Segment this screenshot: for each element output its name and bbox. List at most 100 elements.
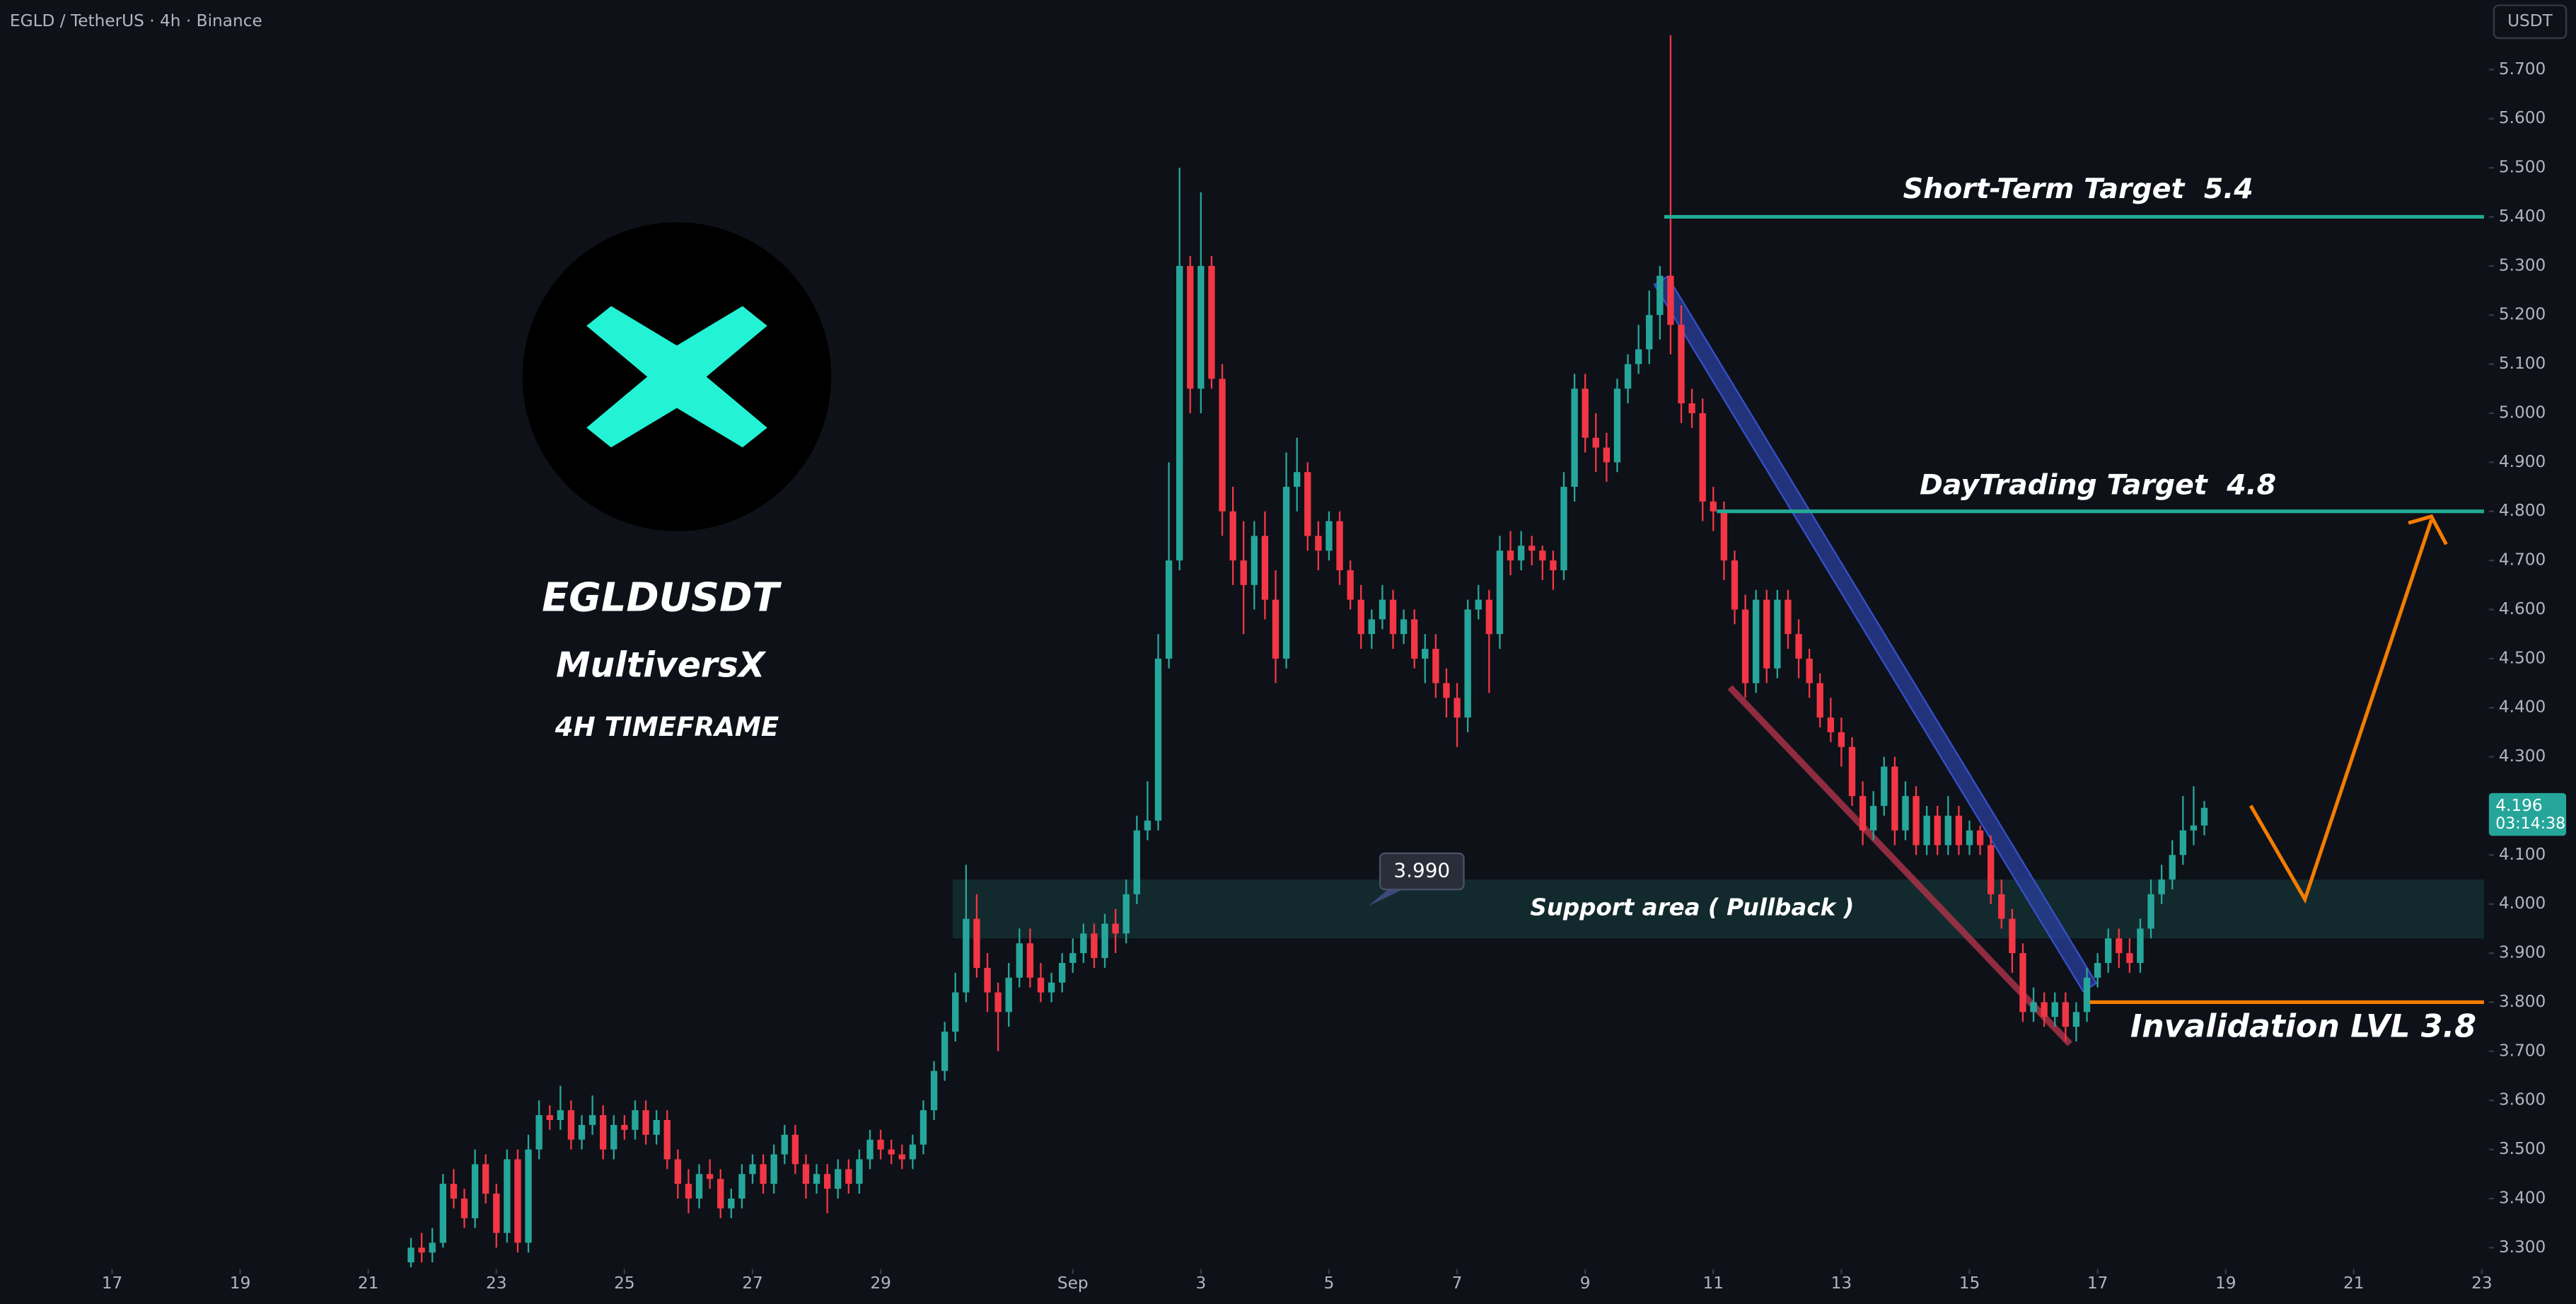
candle-body <box>471 1164 479 1218</box>
y-tick-label: 5.100 <box>2499 354 2546 373</box>
candle-body <box>493 1194 500 1233</box>
candle-body <box>1816 683 1823 718</box>
candle-body <box>1379 599 1386 620</box>
candle-body <box>663 1119 671 1160</box>
chart-title: EGLD / TetherUS · 4h · Binance <box>10 11 262 30</box>
y-tick-label: 5.700 <box>2499 59 2546 79</box>
candle-body <box>770 1154 777 1184</box>
candle-body <box>674 1159 682 1184</box>
candle-body <box>941 1032 948 1071</box>
y-tick-label: 3.900 <box>2499 943 2546 962</box>
callout-box <box>1379 852 1465 891</box>
candle-body <box>1411 619 1418 659</box>
x-tick-label: 19 <box>2215 1274 2236 1293</box>
candle-body <box>1571 388 1578 487</box>
y-tick-label: 4.900 <box>2499 452 2546 471</box>
candle-body <box>1763 599 1770 669</box>
price-tag <box>2488 792 2567 836</box>
y-tick-label: 3.800 <box>2499 992 2546 1011</box>
candle-body <box>1560 487 1567 570</box>
x-tick-label: 15 <box>1959 1274 1980 1293</box>
candle-body <box>610 1124 617 1150</box>
candle-body <box>1475 599 1482 610</box>
x-tick-label: 17 <box>2087 1274 2108 1293</box>
candle-body <box>567 1110 575 1140</box>
currency-button[interactable] <box>2493 4 2568 40</box>
candle-body <box>1613 388 1621 463</box>
candle-body <box>418 1247 425 1253</box>
candle-body <box>1966 830 1973 846</box>
candle-body <box>2158 879 2165 894</box>
candle-body <box>1795 634 1802 659</box>
candle-body <box>1272 599 1280 659</box>
candle-body <box>1869 805 1877 831</box>
candle-body <box>984 967 991 993</box>
candle-body <box>1934 815 1941 846</box>
candle-body <box>823 1174 831 1189</box>
candle-body <box>2200 807 2208 826</box>
candle-body <box>1741 609 1749 683</box>
candle-body <box>504 1159 511 1233</box>
zone-layer: Support area ( Pullback ) <box>953 879 2484 939</box>
candle-body <box>642 1110 649 1135</box>
y-tick-label: 5.300 <box>2499 255 2546 275</box>
candle-body <box>1507 550 1514 561</box>
candle-body <box>1197 265 1205 389</box>
x-tick-label: 11 <box>1703 1274 1724 1293</box>
candle-body <box>460 1198 468 1218</box>
axes: 3.300 3.400 3.500 3.600 3.700 3.800 3.900 4.000… <box>102 59 2567 1293</box>
candle-body <box>1165 560 1173 659</box>
candle-body <box>482 1164 489 1194</box>
price-tag-label: 4.196 <box>2495 796 2542 815</box>
candle-body <box>706 1174 714 1179</box>
candle-body <box>1080 933 1087 954</box>
candle-body <box>1998 894 2005 919</box>
candle-body <box>1187 265 1194 389</box>
candle-body <box>2083 977 2091 1012</box>
x-tick-label: 23 <box>2471 1274 2493 1293</box>
candle-body <box>429 1242 436 1253</box>
candle-body <box>1720 511 1728 561</box>
logo-x <box>586 306 767 448</box>
candle-body <box>1528 546 1536 551</box>
candle-body <box>1624 364 1632 389</box>
candle-body <box>1646 315 1653 350</box>
candle-body <box>1806 658 1813 683</box>
candle-body <box>1325 521 1333 551</box>
candle-body <box>588 1115 596 1125</box>
candle-body <box>1582 388 1589 438</box>
candle-body <box>1133 830 1140 894</box>
candle-body <box>2179 830 2187 855</box>
y-tick-label: 4.300 <box>2499 746 2546 766</box>
candle-body <box>813 1174 820 1184</box>
candle-body <box>1944 815 1951 846</box>
candle-body <box>1229 511 1236 561</box>
y-tick-label: 5.400 <box>2499 207 2546 226</box>
candle-body <box>1913 796 1920 846</box>
annotations: Short-Term Target 5.4 DayTrading Target 4… <box>1368 173 2484 1045</box>
candle-body <box>749 1164 756 1175</box>
candle-body <box>994 992 1002 1012</box>
candle-body <box>621 1124 628 1130</box>
y-tick-label: 5.000 <box>2499 403 2546 422</box>
x-tick-label: 19 <box>230 1274 251 1293</box>
candle-body <box>1336 521 1343 570</box>
candle-body <box>2137 928 2144 963</box>
candle-body <box>1891 766 1898 831</box>
candle-body <box>1838 732 1845 747</box>
y-tick-label: 4.800 <box>2499 501 2546 520</box>
candle-body <box>1550 560 1557 570</box>
currency-label[interactable]: USDT <box>2507 11 2553 30</box>
candle-body <box>802 1164 810 1184</box>
x-tick-label: 9 <box>1580 1274 1591 1293</box>
candle-body <box>1101 923 1108 959</box>
candle-body <box>919 1110 927 1145</box>
candle-body <box>1454 698 1461 718</box>
candle-body <box>1294 472 1301 487</box>
y-tick-label: 4.700 <box>2499 550 2546 570</box>
candle-body <box>632 1110 639 1130</box>
candle-body <box>866 1139 874 1160</box>
candle-body <box>2105 938 2112 963</box>
candles <box>407 35 2208 1268</box>
candle-body <box>1282 487 1290 659</box>
